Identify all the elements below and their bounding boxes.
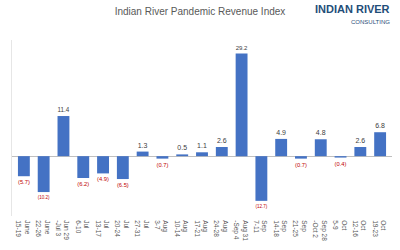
- svg-text:Aug17-21: Aug17-21: [194, 220, 209, 237]
- svg-text:Aug24-28: Aug24-28: [213, 220, 228, 237]
- svg-text:(4.9): (4.9): [97, 176, 109, 182]
- svg-text:1.1: 1.1: [197, 142, 207, 149]
- svg-text:1.3: 1.3: [138, 142, 148, 149]
- svg-text:June22-26: June22-26: [35, 220, 50, 237]
- svg-text:Sep14-18: Sep14-18: [273, 220, 288, 237]
- svg-text:4.8: 4.8: [316, 129, 326, 136]
- svg-text:(0.7): (0.7): [295, 162, 307, 168]
- svg-text:Jul13-17: Jul13-17: [95, 220, 110, 237]
- svg-text:2.6: 2.6: [217, 137, 227, 144]
- svg-text:June15-19: June15-19: [15, 220, 30, 237]
- svg-text:Sep7-11: Sep7-11: [253, 220, 268, 233]
- svg-text:Oct12-16: Oct12-16: [352, 220, 367, 237]
- svg-text:Jul20-24: Jul20-24: [114, 220, 129, 237]
- svg-text:4.9: 4.9: [276, 129, 286, 136]
- svg-text:(12.7): (12.7): [255, 204, 267, 209]
- svg-text:(10.2): (10.2): [38, 195, 50, 200]
- svg-text:Jun 29-Jul 3: Jun 29-Jul 3: [55, 220, 70, 240]
- svg-text:Oct19-23: Oct19-23: [372, 220, 387, 237]
- svg-text:29.2: 29.2: [236, 45, 248, 51]
- svg-text:(0.7): (0.7): [157, 162, 169, 168]
- svg-text:Jul27-31: Jul27-31: [134, 220, 149, 237]
- svg-text:2.6: 2.6: [355, 137, 365, 144]
- svg-text:0.5: 0.5: [177, 144, 187, 151]
- svg-text:Aug10-14: Aug10-14: [174, 220, 189, 237]
- svg-text:Sep 28-Oct 2: Sep 28-Oct 2: [312, 220, 327, 241]
- svg-text:(0.4): (0.4): [335, 161, 347, 167]
- svg-text:Jul6-10: Jul6-10: [75, 220, 90, 233]
- svg-text:Aug3-7: Aug3-7: [154, 220, 169, 232]
- svg-text:(6.5): (6.5): [117, 182, 129, 188]
- svg-text:CONSULTING: CONSULTING: [351, 19, 390, 25]
- svg-text:Indian River Pandemic Revenue: Indian River Pandemic Revenue Index: [115, 6, 286, 17]
- svg-text:(6.2): (6.2): [77, 181, 89, 187]
- svg-text:Sep21-25: Sep21-25: [292, 220, 307, 237]
- svg-text:INDIAN RIVER: INDIAN RIVER: [315, 3, 390, 15]
- svg-text:Aug 31-Sep 4: Aug 31-Sep 4: [232, 220, 248, 241]
- svg-text:(5.7): (5.7): [18, 179, 30, 185]
- svg-text:Oct5-9: Oct5-9: [332, 220, 347, 230]
- svg-text:11.4: 11.4: [58, 106, 70, 113]
- svg-text:6.8: 6.8: [375, 122, 385, 129]
